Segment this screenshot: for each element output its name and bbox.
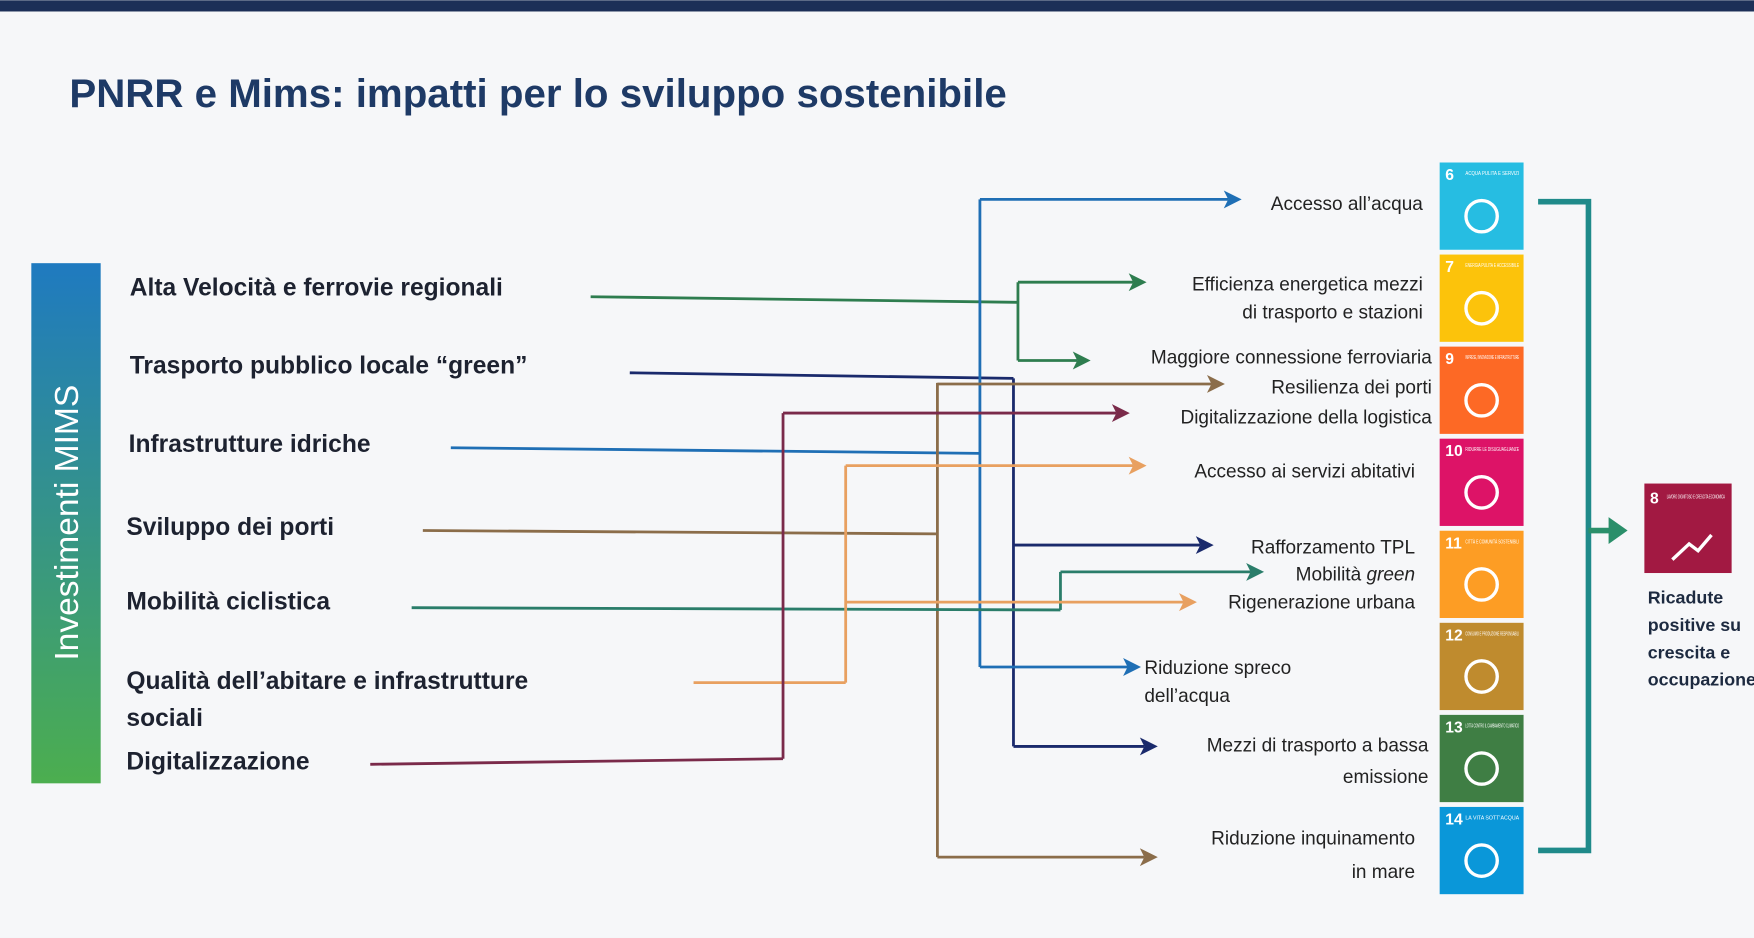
- impact-label: Digitalizzazione della logistica: [1180, 408, 1432, 429]
- impact-label: Rigenerazione urbana: [1228, 592, 1415, 613]
- sdg-label: IMPRESE, INNOVAZIONE E INFRASTRUTTURE: [1465, 355, 1519, 361]
- impact-label: Mobilità green: [1296, 564, 1415, 585]
- sdg-label: LA VITA SOTT’ACQUA: [1465, 815, 1519, 821]
- sdg-label: LAVORO DIGNITOSO E CRESCITA ECONOMICA: [1667, 494, 1725, 500]
- investment-label: Qualità dell’abitare e infrastrutture: [126, 668, 528, 695]
- impact-label: Efficienza energetica mezzi: [1192, 275, 1423, 296]
- sdg-label: RIDURRE LE DISUGUAGLIANZE: [1465, 447, 1519, 453]
- impact-label: Accesso all’acqua: [1271, 194, 1424, 215]
- sdg-label: ACQUA PULITA E SERVIZI: [1465, 171, 1519, 177]
- outcome-text: Ricadute: [1648, 587, 1724, 607]
- impact-label: Resilienza dei porti: [1271, 377, 1432, 398]
- impact-label: in mare: [1352, 862, 1415, 883]
- outcome-text: occupazione: [1648, 670, 1754, 690]
- sdg-number: 6: [1445, 167, 1454, 184]
- sdg-label: CITTÀ E COMUNITÀ SOSTENIBILI: [1465, 538, 1519, 545]
- top-edge: [0, 0, 1754, 11]
- investment-label: Alta Velocità e ferrovie regionali: [130, 274, 503, 301]
- impact-label: Maggiore connessione ferroviaria: [1151, 347, 1432, 368]
- sdg-number: 14: [1445, 811, 1463, 828]
- impact-label: Riduzione spreco: [1144, 658, 1291, 679]
- impact-label: dell’acqua: [1144, 686, 1230, 707]
- impact-emphasis: green: [1366, 564, 1415, 585]
- page: PNRR e Mims: impatti per lo sviluppo sos…: [0, 0, 1754, 938]
- sdg-number: 13: [1445, 719, 1463, 736]
- title: PNRR e Mims: impatti per lo sviluppo sos…: [69, 71, 1006, 116]
- sdg-number: 8: [1650, 490, 1659, 507]
- investment-label: Trasporto pubblico locale “green”: [130, 353, 528, 380]
- sdg-number: 10: [1445, 443, 1463, 460]
- investment-label: Mobilità ciclistica: [126, 589, 330, 616]
- investment-label: Infrastrutture idriche: [129, 431, 371, 458]
- sdg-number: 7: [1445, 259, 1454, 276]
- impact-label: Mezzi di trasporto a bassa: [1207, 735, 1429, 756]
- impact-label: Riduzione inquinamento: [1211, 828, 1415, 849]
- impact-label: Accesso ai servizi abitativi: [1194, 461, 1415, 482]
- sdg-number: 11: [1445, 535, 1462, 552]
- sdg-label: LOTTA CONTRO IL CAMBIAMENTO CLIMATICO: [1465, 723, 1519, 729]
- sidebar-label: Investimenti MIMS: [49, 385, 86, 661]
- impact-label: emissione: [1343, 767, 1429, 788]
- impact-label: di trasporto e stazioni: [1242, 303, 1423, 324]
- investment-label: Sviluppo dei porti: [126, 514, 334, 541]
- investment-label: Digitalizzazione: [126, 749, 309, 776]
- slide: PNRR e Mims: impatti per lo sviluppo sos…: [0, 0, 1754, 938]
- sdg-label: ENERGIA PULITA E ACCESSIBILE: [1465, 263, 1519, 269]
- sdg-number: 12: [1445, 627, 1463, 644]
- investment-label: sociali: [126, 705, 203, 732]
- outcome-text: crescita e: [1648, 642, 1731, 662]
- sdg-label: CONSUMO E PRODUZIONE RESPONSABILI: [1465, 631, 1519, 637]
- outcome-text: positive su: [1648, 615, 1741, 635]
- impact-text: Mobilità: [1296, 564, 1362, 585]
- sdg-number: 9: [1445, 351, 1454, 368]
- impact-label: Rafforzamento TPL: [1251, 537, 1415, 558]
